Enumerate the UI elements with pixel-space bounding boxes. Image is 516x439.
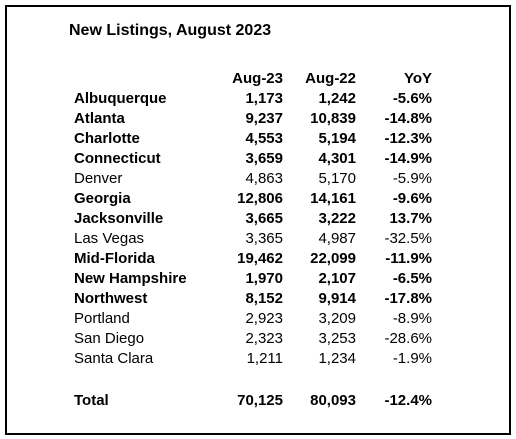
row-name: Georgia: [74, 190, 131, 207]
cell: 1,242: [318, 90, 356, 107]
cell: 2,107: [318, 270, 356, 287]
row-name: Denver: [74, 170, 123, 187]
cell: -5.6%: [392, 90, 432, 107]
cell: -5.9%: [392, 170, 432, 187]
table-frame: [5, 5, 511, 435]
cell: -11.9%: [385, 250, 432, 267]
row-name: New Hampshire: [74, 270, 187, 287]
cell: 1,211: [246, 350, 283, 367]
cell: 8,152: [245, 290, 283, 307]
cell: 3,365: [245, 230, 283, 247]
cell: -12.4%: [384, 392, 432, 409]
cell: 1,970: [245, 270, 283, 287]
cell: 3,659: [245, 150, 283, 167]
row-name: Total: [74, 392, 109, 409]
cell: 3,253: [318, 330, 356, 347]
row-name: Connecticut: [74, 150, 161, 167]
row-name: Charlotte: [74, 130, 140, 147]
row-name: Mid-Florida: [74, 250, 155, 267]
cell: -14.8%: [384, 110, 432, 127]
cell: 13.7%: [389, 210, 432, 227]
row-name: Northwest: [74, 290, 148, 307]
row-name: Atlanta: [74, 110, 125, 127]
cell: 4,987: [318, 230, 356, 247]
cell: 4,553: [245, 130, 283, 147]
cell: 3,665: [245, 210, 283, 227]
cell: 4,301: [318, 150, 356, 167]
cell: 2,923: [245, 310, 283, 327]
row-name: Jacksonville: [74, 210, 164, 227]
cell: 12,806: [237, 190, 283, 207]
row-name: Las Vegas: [74, 230, 145, 247]
cell: 9,237: [245, 110, 283, 127]
row-name: Santa Clara: [74, 350, 154, 367]
cell: 9,914: [318, 290, 356, 307]
column-header: Aug-22: [305, 70, 356, 87]
cell: -8.9%: [392, 310, 432, 327]
cell: 3,222: [318, 210, 356, 227]
row-name: Albuquerque: [74, 90, 167, 107]
cell: 1,173: [245, 90, 283, 107]
cell: -1.9%: [392, 350, 432, 367]
cell: 1,234: [318, 350, 356, 367]
cell: 5,194: [318, 130, 356, 147]
table-title: New Listings, August 2023: [69, 22, 272, 39]
cell: 2,323: [245, 330, 283, 347]
cell: 3,209: [318, 310, 356, 327]
cell: -6.5%: [392, 270, 432, 287]
cell: 80,093: [310, 392, 356, 409]
column-header: YoY: [403, 70, 432, 87]
cell: -9.6%: [392, 190, 432, 207]
cell: 70,125: [237, 392, 283, 409]
cell: 4,863: [245, 170, 283, 187]
cell: -28.6%: [384, 330, 432, 347]
column-header: Aug-23: [232, 70, 283, 87]
cell: 14,161: [310, 190, 356, 207]
cell: 5,170: [318, 170, 356, 187]
cell: -17.8%: [384, 290, 432, 307]
cell: -32.5%: [384, 230, 432, 247]
row-name: San Diego: [74, 330, 145, 347]
cell: -12.3%: [384, 130, 432, 147]
cell: 22,099: [310, 250, 356, 267]
cell: 10,839: [310, 110, 356, 127]
cell: 19,462: [237, 250, 283, 267]
cell: -14.9%: [384, 150, 432, 167]
row-name: Portland: [74, 310, 130, 327]
